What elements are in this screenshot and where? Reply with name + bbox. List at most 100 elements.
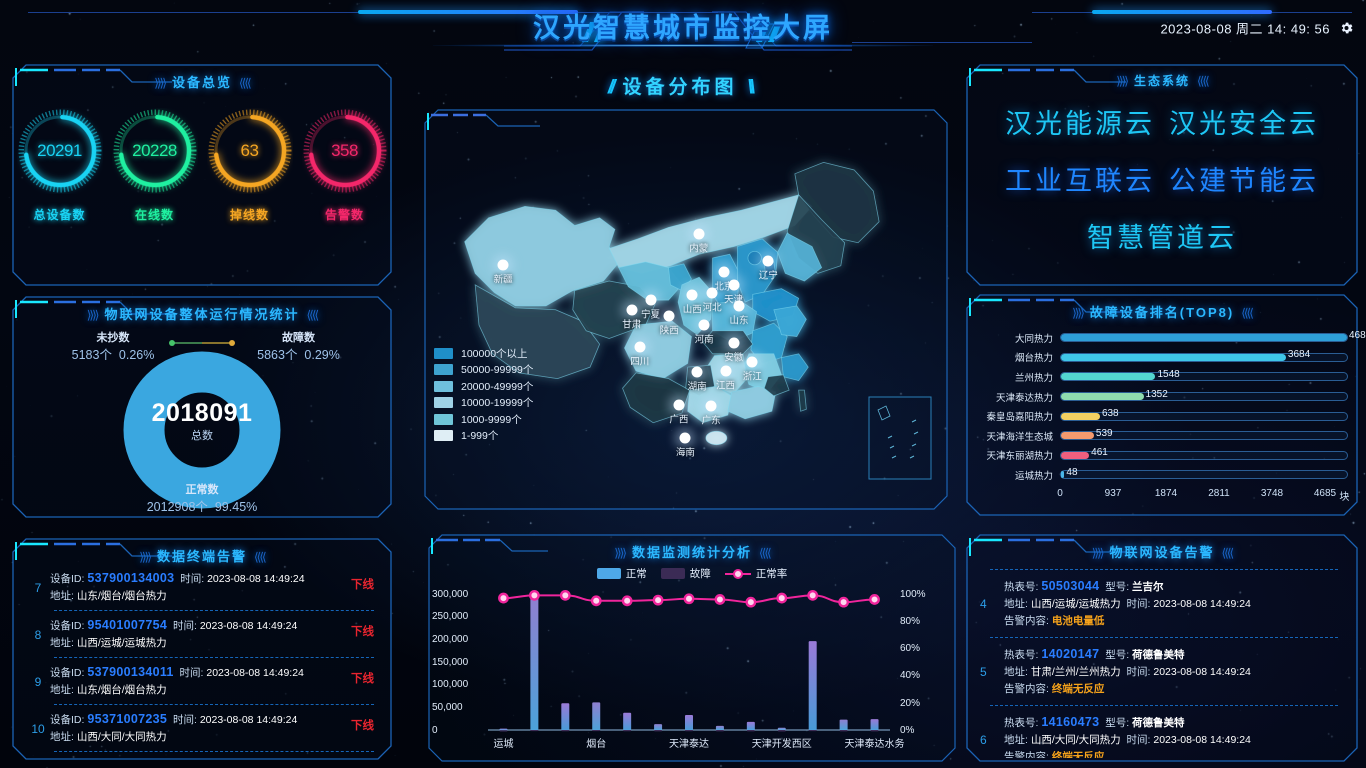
terminal-alarm-row[interactable]: 10 设备ID: 95371007235 时间: 2023-08-08 14:49… <box>26 711 382 752</box>
overview-metric-0[interactable]: 20291 总设备数 <box>17 108 103 223</box>
bar-track: 539 <box>1060 428 1348 441</box>
map-marker-江西[interactable]: 江西 <box>716 365 735 392</box>
map-marker-新疆[interactable]: 新疆 <box>494 259 513 285</box>
legend-swatch <box>434 347 453 359</box>
alarm-row-inner: 6 热表号: 14160473 型号: 荷德鲁美特 地址: 山西/大同/大同热力 时… <box>980 714 1348 758</box>
map-legend-item-1: 50000-99999个 <box>434 362 533 379</box>
eco-item-1-0[interactable]: 工业互联云 <box>1005 166 1155 196</box>
bar-category-label: 运城热力 <box>1014 470 1053 482</box>
ring-value: 20291 <box>37 141 82 160</box>
meter-no-value: 50503044 <box>1041 579 1100 593</box>
field-content-label: 告警内容: <box>1004 751 1049 758</box>
map-marker-海南[interactable]: 海南 <box>676 432 695 458</box>
legend-item-正常[interactable]: 正常 <box>596 566 647 581</box>
map-marker-宁夏[interactable]: 宁夏 <box>641 294 660 320</box>
iot-alarm-list[interactable]: 4 热表号: 50503044 型号: 兰吉尔 地址: 山西/运城/运城热力 时间:… <box>980 562 1348 758</box>
panel-iot-stats: ⟩⟩⟩⟩ 物联网设备整体运行情况统计 ⟨⟨⟨⟨ 2018091 总数 未抄数 <box>12 296 392 518</box>
x-tick: 4685 <box>1313 487 1337 499</box>
map-marker-广东[interactable]: 广东 <box>702 400 721 427</box>
model-value: 荷德鲁美特 <box>1132 649 1185 661</box>
legend-swatch <box>660 568 685 579</box>
legend-item-故障[interactable]: 故障 <box>660 566 711 581</box>
terminal-alarm-row[interactable]: 8 设备ID: 95401007754 时间: 2023-08-08 14:49:… <box>26 617 382 658</box>
fault-rank-row: 天津海洋生态城 539 <box>978 426 1348 446</box>
alarm-row-inner: 5 热表号: 14020147 型号: 荷德鲁美特 地址: 甘肃/兰州/兰州热力 时… <box>980 646 1348 698</box>
map-marker-河北[interactable]: 河北 <box>703 287 722 313</box>
address-value: 山西/运城/运城热力 <box>1030 598 1121 610</box>
eco-item-0-1[interactable]: 汉光安全云 <box>1169 109 1319 139</box>
panel-fault-rank: ⟩⟩⟩⟩故障设备排名(TOP8)⟨⟨⟨⟨ 大同热力 4685 烟台热力 3684 兰州热… <box>966 294 1366 516</box>
marker-dot <box>698 319 710 331</box>
legend-label: 正常 <box>625 568 647 580</box>
map-marker-安徽[interactable]: 安徽 <box>724 337 743 364</box>
map-marker-北京[interactable]: 北京 <box>714 266 733 293</box>
terminal-alarm-row[interactable]: 7 设备ID: 537900134003 时间: 2023-08-08 14:49… <box>26 570 382 611</box>
model-value: 荷德鲁美特 <box>1132 717 1185 729</box>
bar-fill <box>1061 373 1156 381</box>
legend-item-正常率[interactable]: 正常率 <box>724 566 788 581</box>
bar-value: 1352 <box>1145 388 1168 400</box>
address-value: 山东/烟台/烟台热力 <box>76 684 167 696</box>
map-marker-河南[interactable]: 河南 <box>695 319 714 346</box>
title-arrows-left: ⟩⟩⟩⟩ <box>154 76 167 90</box>
marker-dot <box>673 399 685 411</box>
iot-alarm-row[interactable]: 6 热表号: 14160473 型号: 荷德鲁美特 地址: 山西/大同/大同热力 时… <box>980 714 1348 758</box>
terminal-alarm-row[interactable]: 9 设备ID: 537900134011 时间: 2023-08-08 14:49… <box>26 664 382 705</box>
map-legend-item-0: 100000个以上 <box>434 345 533 362</box>
china-map[interactable]: 新疆 内蒙辽宁 北京 天津 河北 山西 山东 宁夏 甘肃 陕西 河南 安徽 浙江 四川湖南 江西广西 广东 海南… <box>412 98 948 510</box>
address-value: 山西/运城/运城热力 <box>76 637 167 649</box>
map-marker-四川[interactable]: 四川 <box>630 341 649 368</box>
map-marker-辽宁[interactable]: 辽宁 <box>759 255 778 281</box>
map-legend-item-2: 20000-49999个 <box>434 378 533 395</box>
iot-alarm-row[interactable]: 5 热表号: 14020147 型号: 荷德鲁美特 地址: 甘肃/兰州/兰州热力 时… <box>980 646 1348 706</box>
map-marker-内蒙[interactable]: 内蒙 <box>689 228 708 254</box>
eco-item-2-0[interactable]: 智慧管道云 <box>1087 223 1237 253</box>
overview-metric-3[interactable]: 358 告警数 <box>302 108 388 223</box>
field-address-label: 地址: <box>50 684 74 696</box>
ring-label: 在线数 <box>134 208 174 222</box>
ring-label: 掉线数 <box>229 208 269 222</box>
map-marker-陕西[interactable]: 陕西 <box>660 310 679 336</box>
eco-system-items[interactable]: 汉光能源云 汉光安全云 工业互联云 公建节能云智慧管道云 <box>966 102 1358 273</box>
alarm-content-value: 终端无反应 <box>1051 683 1105 695</box>
panel-title-fault-rank: ⟩⟩⟩⟩ 故障设备排名(TOP8) ⟨⟨⟨⟨ <box>1072 305 1254 320</box>
row-body: 热表号: 50503044 型号: 兰吉尔 地址: 山西/运城/运城热力 时间: … <box>1004 578 1348 630</box>
time-value: 2023-08-08 14:49:24 <box>206 667 304 679</box>
map-marker-湖南[interactable]: 湖南 <box>688 366 707 392</box>
device-id-value: 95371007235 <box>87 712 168 726</box>
bar-track: 48 <box>1060 467 1348 480</box>
bar-fill <box>1061 432 1094 440</box>
map-marker-浙江[interactable]: 浙江 <box>743 356 762 382</box>
title-arrows-left: ⟩⟩⟩⟩ <box>1116 74 1129 88</box>
field-model-label: 型号: <box>1105 649 1130 661</box>
ring-value: 358 <box>331 141 358 160</box>
row-line-2: 地址: 山西/运城/运城热力 <box>50 635 382 652</box>
eco-item-0-0[interactable]: 汉光能源云 <box>1005 109 1155 139</box>
donut-label-normal: 正常数 2012908个 99.45% <box>146 484 258 514</box>
x-tick: 937 <box>1104 487 1122 499</box>
legend-label: 50000-99999个 <box>461 364 534 377</box>
map-legend-item-3: 10000-19999个 <box>434 395 533 412</box>
legend-label: 正常率 <box>755 568 788 580</box>
row-line-1: 设备ID: 537900134003 时间: 2023-08-08 14:49:… <box>50 570 382 588</box>
device-id-value: 95401007754 <box>87 618 168 632</box>
legend-label: 1-999个 <box>461 430 499 443</box>
row-line-3: 告警内容: 终端无反应 <box>1004 681 1348 698</box>
map-marker-山西[interactable]: 山西 <box>683 289 702 315</box>
map-marker-甘肃[interactable]: 甘肃 <box>622 304 641 331</box>
gear-icon[interactable] <box>1339 21 1354 36</box>
y-tick-right: 0% <box>900 724 915 736</box>
terminal-alarm-list[interactable]: 7 设备ID: 537900134003 时间: 2023-08-08 14:49… <box>26 570 382 756</box>
panel-title-map: //设备分布图 \\ <box>607 77 755 98</box>
overview-metric-2[interactable]: 63 掉线数 <box>207 108 293 223</box>
map-marker-广西[interactable]: 广西 <box>669 399 688 425</box>
field-time-label: 时间: <box>172 714 197 726</box>
bar-fill <box>1061 471 1065 479</box>
map-marker-天津[interactable]: 天津 <box>724 279 743 306</box>
iot-alarm-row[interactable]: 4 热表号: 50503044 型号: 兰吉尔 地址: 山西/运城/运城热力 时间:… <box>980 578 1348 638</box>
overview-metric-1[interactable]: 20228 在线数 <box>112 108 198 223</box>
y-tick-right: 80% <box>900 616 921 627</box>
time-value: 2023-08-08 14:49:24 <box>1153 598 1251 610</box>
eco-item-1-1[interactable]: 公建节能云 <box>1169 166 1319 196</box>
map-marker-山东[interactable]: 山东 <box>729 300 748 327</box>
